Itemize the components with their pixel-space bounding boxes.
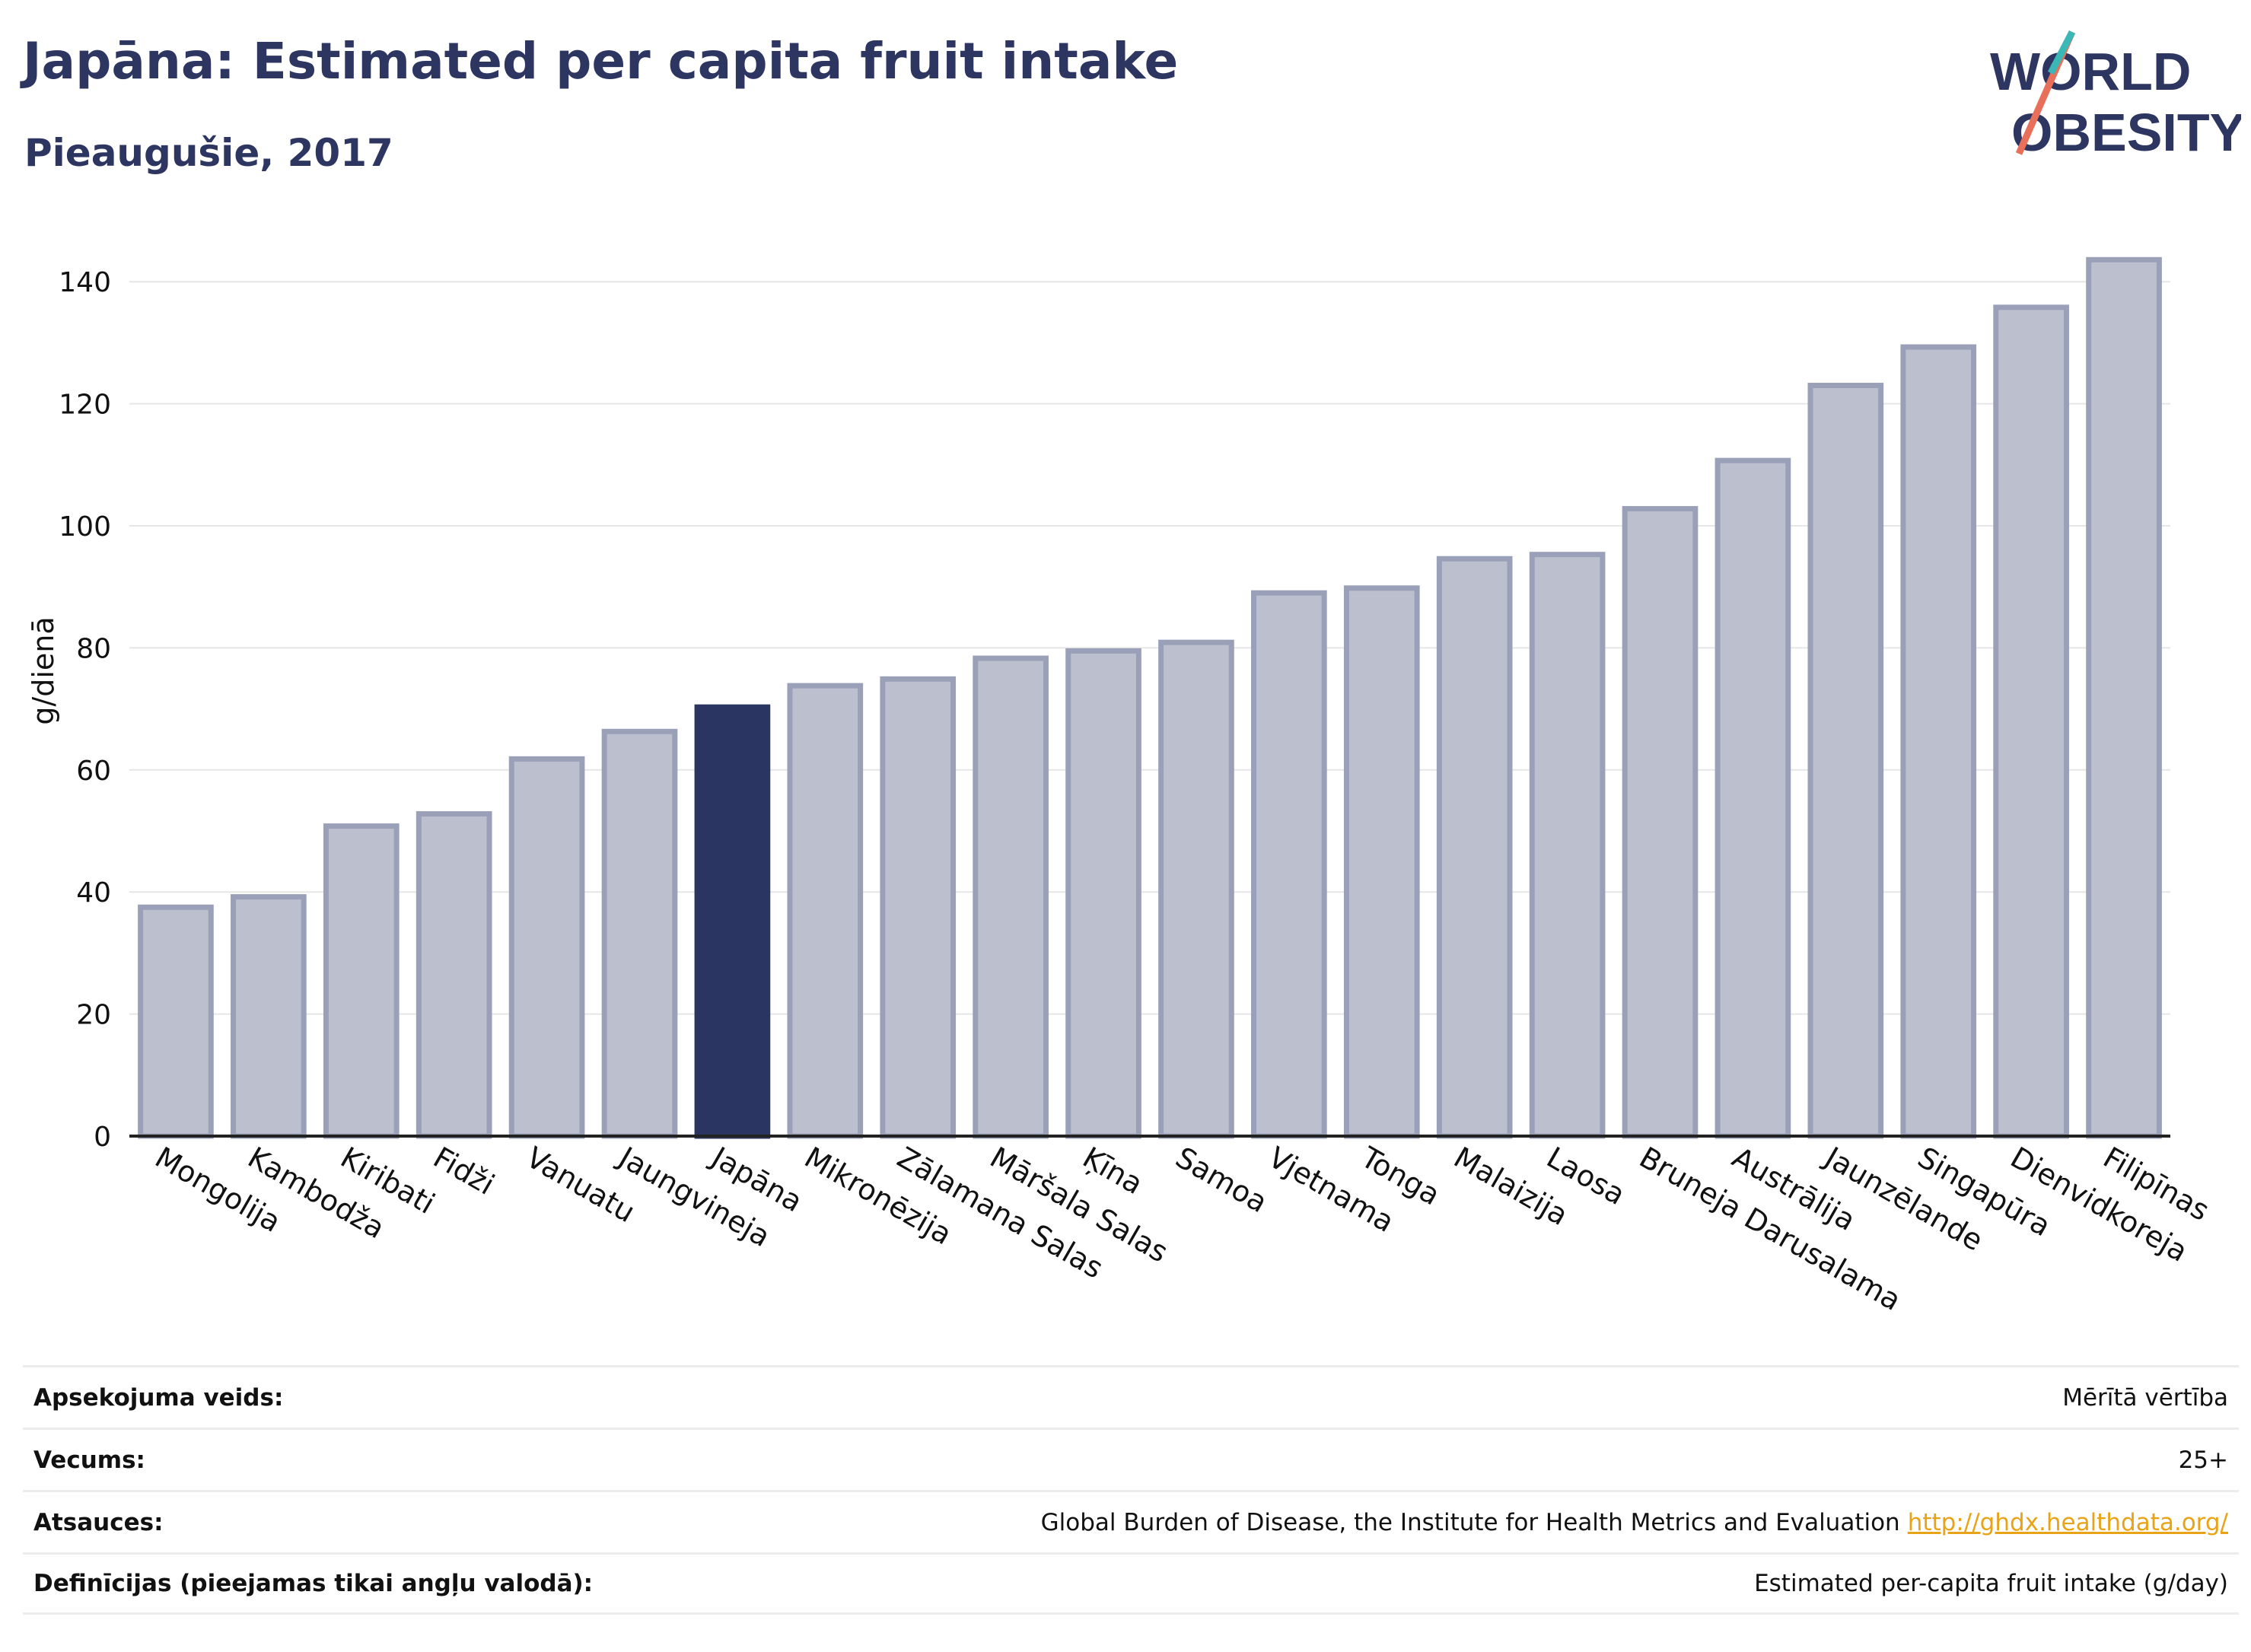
- bar-Mongolija: [138, 904, 214, 1139]
- y-tick-label: 140: [59, 267, 111, 298]
- svg-text:WORLD: WORLD: [1990, 42, 2191, 101]
- metadata-table: Apsekojuma veids: Mērītā vērtība Vecums:…: [23, 1365, 2239, 1615]
- bar-Dienvidkoreja: [1993, 304, 2069, 1139]
- bar-Kiribati: [323, 823, 400, 1139]
- meta-label: Apsekojuma veids:: [33, 1383, 284, 1412]
- meta-value: Global Burden of Disease, the Institute …: [1040, 1508, 1900, 1536]
- bar-Zālamana Salas: [880, 676, 957, 1139]
- bar-Filipīnas: [2086, 256, 2162, 1139]
- meta-row-definitions: Definīcijas (pieejamas tikai angļu valod…: [23, 1552, 2239, 1615]
- bar-Vjetnama: [1251, 590, 1327, 1139]
- bar-Singapūra: [1900, 344, 1977, 1139]
- meta-row-survey-type: Apsekojuma veids: Mērītā vērtība: [23, 1365, 2239, 1428]
- world-obesity-logo: WORLD OBESITY: [1990, 30, 2241, 162]
- meta-row-sources: Atsauces: Global Burden of Disease, the …: [23, 1490, 2239, 1552]
- meta-value: Mērītā vērtība: [2062, 1383, 2228, 1412]
- chart-title: Japāna: Estimated per capita fruit intak…: [23, 32, 1179, 91]
- y-tick-label: 0: [94, 1122, 111, 1153]
- y-tick-label: 80: [76, 633, 111, 664]
- bar-Māršala Salas: [973, 655, 1049, 1139]
- y-tick-label: 100: [59, 511, 111, 543]
- meta-label: Definīcijas (pieejamas tikai angļu valod…: [33, 1570, 594, 1597]
- meta-label: Atsauces:: [33, 1508, 164, 1536]
- chart-subtitle: Pieaugušie, 2017: [24, 131, 393, 175]
- y-tick-label: 40: [76, 877, 111, 909]
- meta-row-age: Vecums: 25+: [23, 1428, 2239, 1490]
- bar-Austrālija: [1715, 457, 1791, 1139]
- y-axis-ticks: 0 20 40 60 80 100 120 140: [59, 267, 111, 1153]
- bar-chart: 0 20 40 60 80 100 120 140 MongolijaKambodžaKiri…: [27, 256, 2215, 1317]
- bar-Bruneja Darusalama: [1622, 506, 1699, 1139]
- bar-Jaunzēlande: [1807, 383, 1884, 1139]
- y-tick-label: 120: [59, 390, 111, 421]
- bar-Tonga: [1343, 585, 1420, 1139]
- bar-Vanuatu: [508, 756, 585, 1139]
- y-tick-label: 20: [76, 1000, 111, 1031]
- meta-value: Estimated per-capita fruit intake (g/day…: [1754, 1570, 2228, 1597]
- svg-text:OBESITY: OBESITY: [2011, 103, 2241, 162]
- meta-label: Vecums:: [33, 1446, 145, 1474]
- bar-Mikronēzija: [787, 683, 864, 1139]
- y-tick-label: 60: [76, 756, 111, 787]
- x-tick-label: Samoa: [1170, 1141, 1272, 1220]
- bar-Fidži: [415, 811, 492, 1139]
- source-link[interactable]: http://ghdx.healthdata.org/: [1907, 1508, 2228, 1536]
- bar-Japāna: [694, 704, 771, 1139]
- bar-Malaizija: [1436, 555, 1513, 1139]
- bar-Samoa: [1158, 639, 1234, 1139]
- y-axis-label: g/dienā: [27, 616, 60, 724]
- bar-Ķīna: [1065, 648, 1141, 1139]
- meta-value: 25+: [2178, 1446, 2228, 1474]
- bar-Laosa: [1529, 552, 1606, 1139]
- bar-Kambodža: [231, 894, 307, 1139]
- bar-Jaungvineja: [601, 728, 678, 1139]
- bars: [138, 256, 2162, 1139]
- meta-value-wrap: Global Burden of Disease, the Institute …: [1041, 1509, 2228, 1536]
